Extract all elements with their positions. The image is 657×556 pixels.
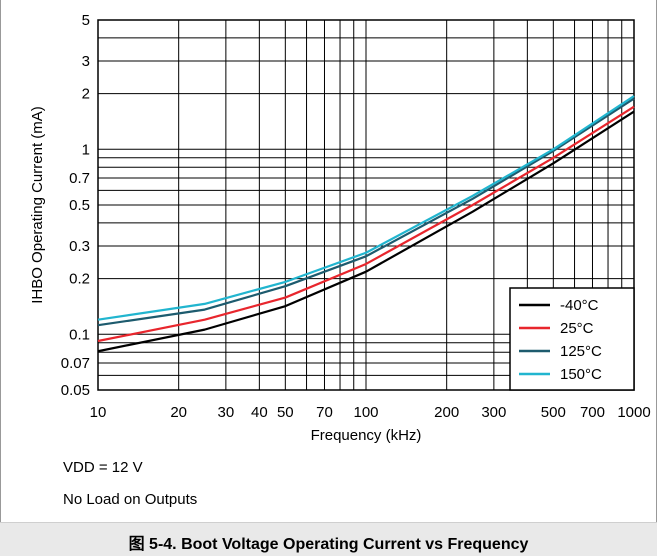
y-tick-label: 0.2 (69, 271, 90, 288)
chart: 10 20 30 40 50 70 100 200 300 500 700 1000 0.05 0.07 0… (29, 12, 651, 444)
legend-label: 125°C (560, 343, 602, 360)
x-tick-label: 30 (218, 404, 235, 421)
series-line-3 (97, 95, 635, 321)
x-tick-label: 1000 (617, 404, 650, 421)
y-tick-label: 0.1 (69, 326, 90, 343)
y-tick-label: 0.3 (69, 238, 90, 255)
y-tick-label: 2 (82, 86, 90, 103)
x-tick-label: 100 (353, 404, 378, 421)
legend: -40°C 25°C 125°C 150°C (509, 287, 635, 391)
x-tick-label: 20 (170, 404, 187, 421)
x-tick-label: 300 (481, 404, 506, 421)
x-tick-label: 40 (251, 404, 268, 421)
series-line-1 (97, 105, 635, 343)
x-tick-label: 200 (434, 404, 459, 421)
series-lines (97, 95, 635, 353)
caption-text: 图 5-4. Boot Voltage Operating Current vs… (128, 536, 529, 553)
series-line-2 (97, 97, 635, 327)
y-tick-label: 3 (82, 53, 90, 70)
tick-labels: 10 20 30 40 50 70 100 200 300 500 700 1000 0.05 0.07 0… (61, 12, 651, 421)
x-tick-label: 10 (90, 404, 107, 421)
x-axis-title: Frequency (kHz) (311, 427, 422, 444)
x-tick-label: 70 (316, 404, 333, 421)
y-tick-label: 0.07 (61, 355, 90, 372)
x-tick-label: 500 (541, 404, 566, 421)
y-axis-title: IHBO Operating Current (mA) (29, 106, 46, 304)
legend-label: -40°C (560, 297, 599, 314)
plot-border (97, 19, 635, 391)
figure-caption: 图 5-4. Boot Voltage Operating Current vs… (0, 522, 657, 556)
note-load: No Load on Outputs (63, 491, 198, 508)
series-line-0 (97, 110, 635, 353)
x-tick-label: 50 (277, 404, 294, 421)
y-tick-label: 5 (82, 12, 90, 29)
legend-label: 150°C (560, 366, 602, 383)
legend-label: 25°C (560, 320, 594, 337)
x-tick-label: 700 (580, 404, 605, 421)
y-tick-label: 0.7 (69, 170, 90, 187)
note-vdd: VDD = 12 V (63, 459, 143, 476)
y-tick-label: 0.5 (69, 197, 90, 214)
y-tick-label: 1 (82, 141, 90, 158)
y-tick-label: 0.05 (61, 382, 90, 399)
